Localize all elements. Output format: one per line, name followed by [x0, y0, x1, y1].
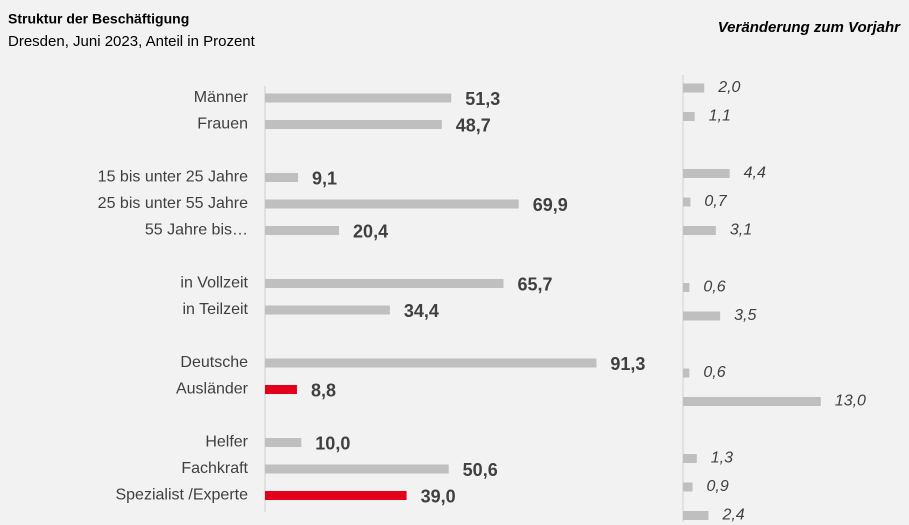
category-label: Spezialist /Experte — [115, 487, 248, 504]
value-label: 1,1 — [709, 108, 731, 125]
value-label: 8,8 — [311, 380, 336, 400]
value-label: 65,7 — [517, 274, 552, 294]
bar — [265, 438, 302, 447]
bar — [683, 482, 693, 492]
value-label: 9,1 — [312, 168, 337, 188]
category-label: Ausländer — [176, 381, 249, 398]
bar — [683, 112, 695, 121]
value-label: 2,4 — [721, 507, 744, 524]
bar — [265, 93, 452, 103]
value-label: 0,6 — [703, 364, 725, 381]
category-label: 55 Jahre bis… — [145, 222, 248, 239]
bar — [683, 283, 690, 292]
chart-title: Struktur der Beschäftigung — [8, 11, 189, 27]
value-label: 48,7 — [456, 115, 491, 135]
bar — [683, 454, 697, 463]
bar — [265, 279, 504, 288]
bar — [265, 385, 297, 394]
value-label: 69,9 — [533, 195, 568, 215]
value-label: 1,3 — [711, 450, 733, 467]
bar — [265, 226, 340, 235]
bar — [683, 311, 721, 321]
value-label: 3,1 — [730, 222, 752, 239]
value-label: 50,6 — [463, 460, 498, 480]
value-label: 0,7 — [704, 193, 727, 210]
value-label: 13,0 — [835, 393, 866, 410]
bar — [265, 358, 597, 368]
category-label: Frauen — [197, 116, 248, 133]
bar — [683, 368, 690, 378]
category-label: Fachkraft — [181, 460, 248, 477]
bar — [683, 83, 705, 93]
value-label: 4,4 — [744, 165, 766, 182]
bar — [683, 511, 709, 520]
bar — [683, 226, 716, 235]
value-label: 51,3 — [465, 89, 500, 109]
panel-title: Veränderung zum Vorjahr — [718, 19, 901, 36]
category-label: 15 bis unter 25 Jahre — [98, 169, 248, 186]
category-label: Deutsche — [180, 354, 248, 371]
bar — [683, 169, 730, 178]
value-label: 0,6 — [703, 279, 725, 296]
category-label: 25 bis unter 55 Jahre — [98, 195, 248, 212]
bar — [683, 397, 821, 406]
value-label: 91,3 — [610, 354, 645, 374]
value-label: 34,4 — [404, 301, 439, 321]
value-label: 39,0 — [421, 486, 456, 506]
bar — [265, 120, 442, 129]
bar — [265, 491, 407, 500]
value-label: 10,0 — [315, 433, 350, 453]
value-label: 2,0 — [717, 79, 740, 96]
bar — [265, 199, 519, 209]
value-label: 0,9 — [707, 478, 729, 495]
value-label: 3,5 — [734, 307, 756, 324]
bar — [265, 305, 390, 315]
category-label: Helfer — [205, 434, 248, 451]
chart-subtitle: Dresden, Juni 2023, Anteil in Prozent — [8, 33, 256, 50]
category-label: in Vollzeit — [180, 275, 248, 292]
category-label: Männer — [194, 89, 249, 106]
bar — [683, 197, 691, 207]
category-label: in Teilzeit — [182, 301, 248, 318]
bar — [265, 464, 449, 474]
bar — [265, 173, 299, 182]
value-label: 20,4 — [353, 221, 388, 241]
